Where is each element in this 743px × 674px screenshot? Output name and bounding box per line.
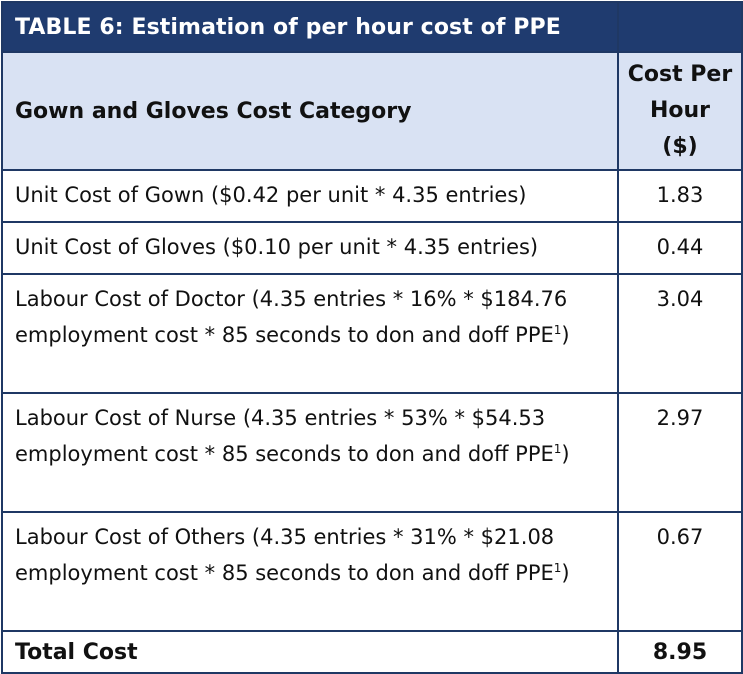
row-cost: 2.97 xyxy=(617,392,743,513)
table-row: Labour Cost of Nurse (4.35 entries * 53%… xyxy=(1,392,743,513)
header-category: Gown and Gloves Cost Category xyxy=(1,51,619,171)
row-cost: 0.44 xyxy=(617,221,743,275)
total-label: Total Cost xyxy=(1,630,619,674)
row-description: Unit Cost of Gown ($0.42 per unit * 4.35… xyxy=(1,169,619,223)
row-cost: 3.04 xyxy=(617,273,743,394)
header-cost-line-1: Cost Per xyxy=(627,62,733,87)
row-cost: 0.67 xyxy=(617,511,743,632)
row-cost: 1.83 xyxy=(617,169,743,223)
table-row: Labour Cost of Doctor (4.35 entries * 16… xyxy=(1,273,743,394)
table-row: Unit Cost of Gown ($0.42 per unit * 4.35… xyxy=(1,169,743,223)
table-row: Unit Cost of Gloves ($0.10 per unit * 4.… xyxy=(1,221,743,275)
table-row: Labour Cost of Others (4.35 entries * 31… xyxy=(1,511,743,632)
table-title-row: TABLE 6: Estimation of per hour cost of … xyxy=(1,1,743,53)
header-cost-per-hour: Cost Per Hour ($) xyxy=(617,51,743,171)
total-cost: 8.95 xyxy=(617,630,743,674)
row-description: Labour Cost of Nurse (4.35 entries * 53%… xyxy=(1,392,619,513)
table-header-row: Gown and Gloves Cost Category Cost Per H… xyxy=(1,51,743,171)
total-row: Total Cost 8.95 xyxy=(1,630,743,674)
row-description: Unit Cost of Gloves ($0.10 per unit * 4.… xyxy=(1,221,619,275)
table-title: TABLE 6: Estimation of per hour cost of … xyxy=(1,1,619,53)
header-cost-line-3: ($) xyxy=(662,134,698,159)
table-title-blank-cell xyxy=(617,1,743,53)
footnote-marker: 1 xyxy=(553,561,562,575)
header-cost-line-2: Hour xyxy=(649,98,711,123)
row-description: Labour Cost of Doctor (4.35 entries * 16… xyxy=(1,273,619,394)
footnote-marker: 1 xyxy=(553,442,562,456)
footnote-marker: 1 xyxy=(553,323,562,337)
row-description: Labour Cost of Others (4.35 entries * 31… xyxy=(1,511,619,632)
